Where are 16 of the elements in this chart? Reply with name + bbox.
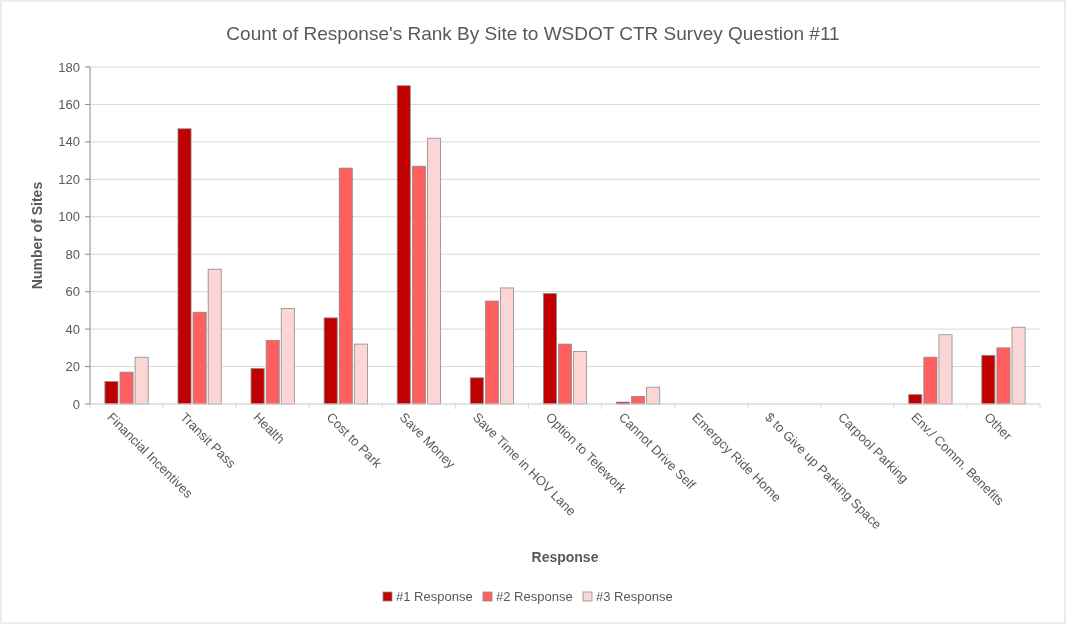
y-tick-label: 180 bbox=[58, 59, 80, 75]
legend-label: #2 Response bbox=[496, 589, 573, 604]
y-tick-label: 140 bbox=[58, 134, 80, 150]
chart-title: Count of Response's Rank By Site to WSDOT CTR Survey Question #11 bbox=[226, 23, 840, 44]
y-tick-label: 20 bbox=[65, 359, 80, 375]
x-axis-title: Response bbox=[531, 549, 599, 565]
legend-label: #1 Response bbox=[396, 589, 473, 604]
y-tick-label: 40 bbox=[65, 321, 80, 337]
y-tick-label: 80 bbox=[65, 246, 80, 262]
y-tick-label: 160 bbox=[58, 96, 80, 112]
y-tick-label: 100 bbox=[58, 209, 80, 225]
y-tick-label: 120 bbox=[58, 171, 80, 187]
y-tick-label: 60 bbox=[65, 284, 80, 300]
y-tick-label: 0 bbox=[72, 396, 80, 412]
legend-label: #3 Response bbox=[596, 589, 673, 604]
y-axis-title: Number of Sites bbox=[29, 181, 45, 290]
